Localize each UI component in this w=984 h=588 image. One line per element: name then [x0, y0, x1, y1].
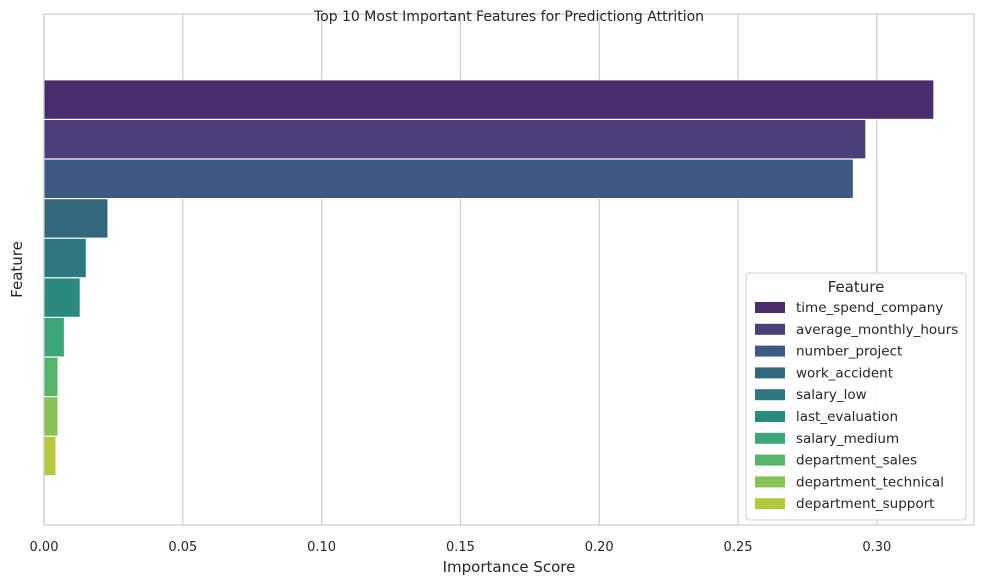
x-tick-label: 0.30 — [862, 540, 891, 555]
bar-time-spend-company — [43, 79, 935, 120]
chart-title: Top 10 Most Important Features for Predi… — [313, 9, 704, 25]
legend-box — [745, 272, 967, 521]
legend: Feature time_spend_company average_monthl… — [745, 272, 967, 521]
bar-number-project — [43, 158, 854, 199]
legend-swatch — [755, 454, 785, 466]
x-tick-label: 0.05 — [168, 540, 197, 555]
legend-label: salary_low — [796, 387, 867, 403]
bar-department-support — [43, 435, 57, 476]
bar-last-evaluation — [43, 277, 81, 318]
legend-swatch — [755, 345, 785, 357]
legend-label: time_spend_company — [796, 300, 943, 316]
legend-swatch — [755, 367, 785, 379]
bar-average-monthly-hours — [43, 119, 867, 160]
legend-title: Feature — [828, 278, 885, 296]
bar-department-sales — [43, 356, 59, 397]
x-tick-labels: 0.00 0.05 0.10 0.15 0.20 0.25 0.30 — [30, 540, 892, 555]
legend-swatch — [755, 389, 785, 401]
legend-swatch — [755, 498, 785, 510]
legend-label: number_project — [796, 344, 902, 360]
bar-work-accident — [43, 198, 109, 239]
legend-swatch — [755, 302, 785, 313]
legend-label: department_sales — [796, 453, 917, 469]
legend-label: last_evaluation — [796, 409, 898, 425]
legend-swatch — [755, 432, 785, 444]
legend-label: department_support — [796, 496, 934, 512]
legend-label: department_technical — [796, 474, 944, 490]
bar-salary-medium — [43, 317, 65, 358]
bar-department-technical — [43, 396, 59, 437]
legend-label: salary_medium — [796, 431, 899, 447]
legend-swatch — [755, 411, 785, 422]
x-tick-label: 0.10 — [307, 540, 336, 555]
bars-layer — [43, 79, 935, 476]
legend-swatch — [755, 476, 785, 488]
x-tick-label: 0.00 — [30, 540, 59, 555]
x-tick-label: 0.25 — [724, 540, 753, 555]
x-axis-label: Importance Score — [443, 558, 576, 576]
bar-salary-low — [43, 237, 87, 278]
y-axis-label: Feature — [8, 241, 26, 298]
x-tick-label: 0.20 — [585, 540, 614, 555]
legend-label: work_accident — [796, 365, 893, 381]
legend-items: time_spend_company average_monthly_hoursn… — [755, 300, 958, 512]
x-tick-label: 0.15 — [446, 540, 475, 555]
plot-frame — [43, 13, 975, 526]
legend-label: average_monthly_hours — [796, 322, 958, 338]
legend-swatch — [755, 323, 785, 335]
